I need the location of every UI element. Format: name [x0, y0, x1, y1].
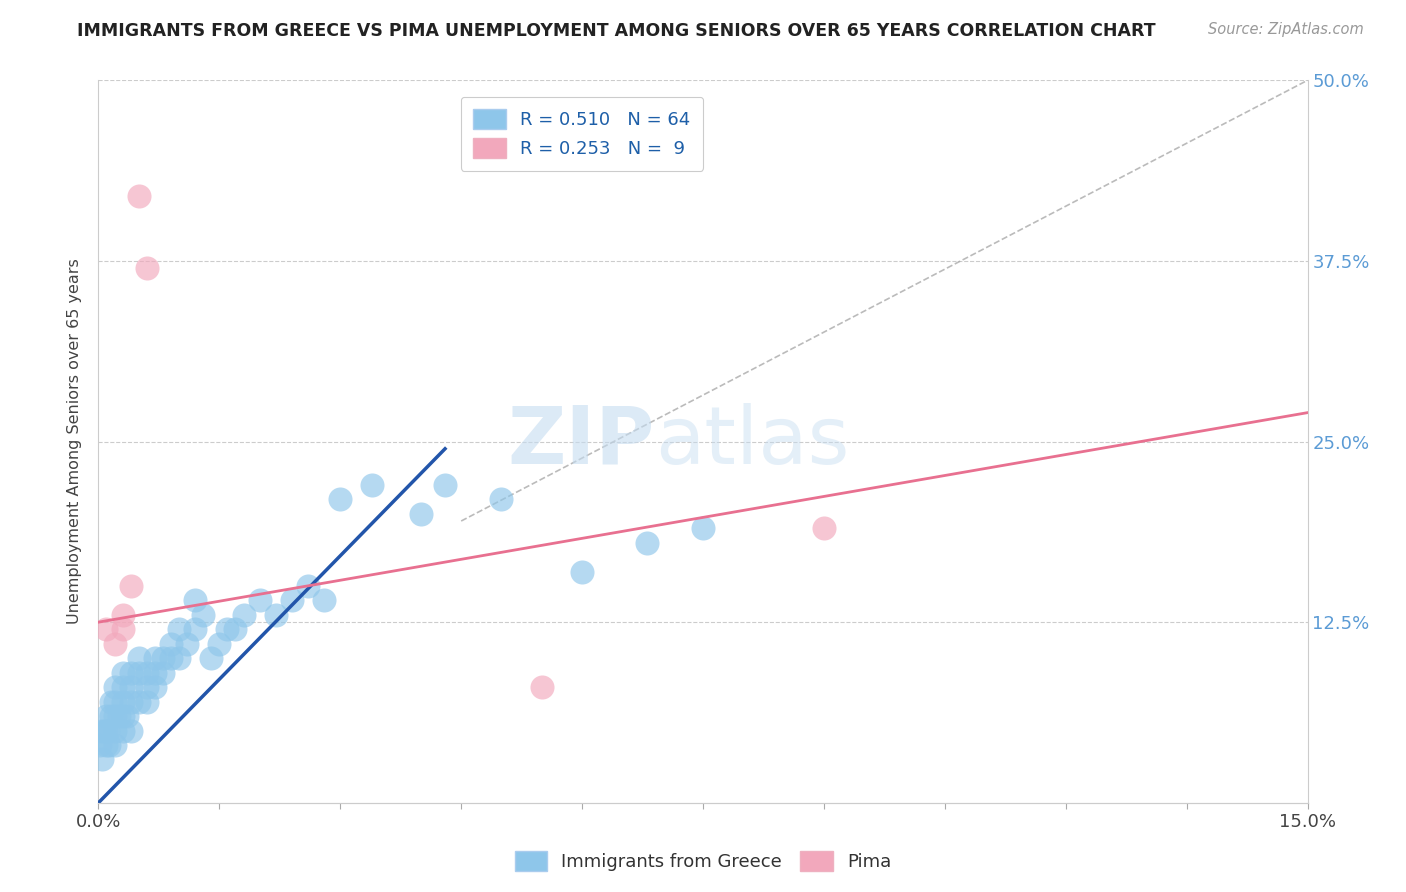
Point [103, 695, 125, 709]
Point [297, 579, 319, 593]
Point [91, 752, 114, 766]
Point [120, 695, 142, 709]
Point [636, 535, 658, 549]
Point [361, 478, 384, 492]
Point [103, 709, 125, 723]
Point [96, 723, 118, 738]
Point [167, 623, 190, 637]
Point [100, 709, 122, 723]
Point [434, 478, 457, 492]
Point [103, 680, 125, 694]
Point [111, 607, 134, 622]
Point [97, 723, 120, 738]
Point [314, 593, 336, 607]
Point [135, 665, 157, 680]
Point [111, 680, 134, 694]
Point [120, 579, 142, 593]
Point [143, 665, 166, 680]
Point [111, 723, 134, 738]
Point [152, 651, 174, 665]
Point [97, 738, 120, 752]
Point [232, 607, 254, 622]
Point [491, 492, 513, 507]
Point [143, 680, 166, 694]
Y-axis label: Unemployment Among Seniors over 65 years: Unemployment Among Seniors over 65 years [67, 259, 83, 624]
Legend: R = 0.510   N = 64, R = 0.253   N =  9: R = 0.510 N = 64, R = 0.253 N = 9 [461, 96, 703, 170]
Point [103, 723, 125, 738]
Point [530, 680, 553, 694]
Point [111, 709, 134, 723]
Point [135, 695, 157, 709]
Point [103, 637, 125, 651]
Point [128, 695, 150, 709]
Point [184, 593, 207, 607]
Point [111, 623, 134, 637]
Point [249, 593, 271, 607]
Point [120, 723, 142, 738]
Point [184, 623, 207, 637]
Point [176, 637, 198, 651]
Point [281, 593, 304, 607]
Text: atlas: atlas [655, 402, 849, 481]
Point [813, 521, 835, 535]
Point [135, 261, 157, 276]
Point [128, 651, 150, 665]
Point [409, 507, 432, 521]
Point [103, 738, 125, 752]
Point [571, 565, 593, 579]
Point [96, 709, 118, 723]
Point [692, 521, 714, 535]
Point [128, 665, 150, 680]
Point [143, 651, 166, 665]
Point [111, 695, 134, 709]
Point [89, 738, 111, 752]
Text: Source: ZipAtlas.com: Source: ZipAtlas.com [1208, 22, 1364, 37]
Point [208, 637, 231, 651]
Point [96, 738, 118, 752]
Point [200, 651, 222, 665]
Point [111, 665, 134, 680]
Point [120, 665, 142, 680]
Point [160, 651, 183, 665]
Point [264, 607, 287, 622]
Point [96, 623, 118, 637]
Point [167, 651, 190, 665]
Point [90, 723, 112, 738]
Point [193, 607, 215, 622]
Point [93, 723, 115, 738]
Point [135, 680, 157, 694]
Point [224, 623, 246, 637]
Point [217, 623, 239, 637]
Text: IMMIGRANTS FROM GREECE VS PIMA UNEMPLOYMENT AMONG SENIORS OVER 65 YEARS CORRELAT: IMMIGRANTS FROM GREECE VS PIMA UNEMPLOYM… [77, 22, 1156, 40]
Point [100, 695, 122, 709]
Point [107, 709, 129, 723]
Point [120, 680, 142, 694]
Point [128, 189, 150, 203]
Point [152, 665, 174, 680]
Legend: Immigrants from Greece, Pima: Immigrants from Greece, Pima [508, 844, 898, 879]
Point [115, 709, 138, 723]
Text: ZIP: ZIP [508, 402, 655, 481]
Point [329, 492, 352, 507]
Point [160, 637, 183, 651]
